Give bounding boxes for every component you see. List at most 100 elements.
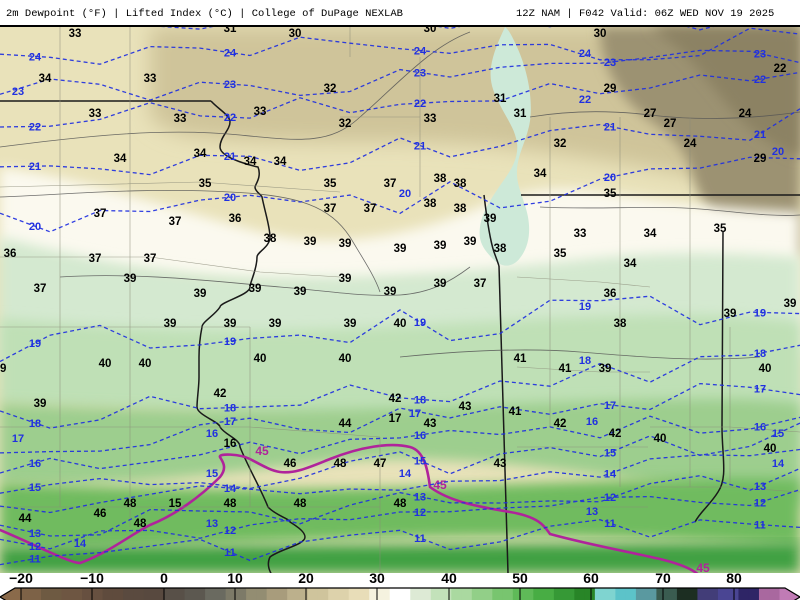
svg-text:21: 21: [224, 151, 236, 163]
svg-text:39: 39: [599, 363, 612, 375]
svg-text:18: 18: [579, 355, 591, 367]
svg-text:20: 20: [399, 188, 411, 200]
svg-text:19: 19: [224, 336, 236, 348]
svg-text:20: 20: [29, 221, 41, 233]
svg-text:39: 39: [724, 308, 737, 320]
svg-text:39: 39: [34, 398, 47, 410]
svg-text:29: 29: [754, 153, 767, 165]
svg-text:30: 30: [424, 27, 437, 35]
svg-text:48: 48: [134, 518, 147, 530]
svg-text:13: 13: [586, 506, 598, 518]
svg-text:16: 16: [29, 458, 41, 470]
svg-text:39: 39: [434, 278, 447, 290]
svg-text:38: 38: [614, 318, 627, 330]
svg-text:22: 22: [754, 74, 766, 86]
svg-text:39: 39: [269, 318, 282, 330]
svg-text:13: 13: [29, 528, 41, 540]
svg-text:24: 24: [684, 138, 697, 150]
svg-text:48: 48: [224, 498, 237, 510]
svg-text:40: 40: [394, 318, 407, 330]
svg-text:30: 30: [369, 573, 385, 586]
svg-text:35: 35: [714, 223, 727, 235]
svg-text:43: 43: [459, 401, 472, 413]
svg-text:29: 29: [604, 83, 617, 95]
svg-text:13: 13: [206, 518, 218, 530]
svg-text:38: 38: [434, 173, 447, 185]
svg-text:19: 19: [754, 307, 766, 319]
svg-text:0: 0: [160, 573, 168, 586]
svg-text:35: 35: [604, 188, 617, 200]
svg-text:20: 20: [298, 573, 314, 586]
svg-text:37: 37: [474, 278, 487, 290]
svg-text:43: 43: [424, 418, 437, 430]
svg-text:40: 40: [139, 358, 152, 370]
svg-text:24: 24: [579, 48, 592, 60]
svg-text:36: 36: [604, 288, 617, 300]
svg-text:23: 23: [224, 79, 236, 91]
svg-text:38: 38: [454, 203, 467, 215]
svg-text:23: 23: [12, 86, 24, 98]
svg-text:10: 10: [227, 573, 243, 586]
svg-text:34: 34: [114, 153, 127, 165]
svg-text:22: 22: [579, 94, 591, 106]
svg-text:22: 22: [29, 122, 41, 134]
svg-text:11: 11: [754, 520, 766, 532]
svg-text:34: 34: [624, 258, 637, 270]
svg-text:24: 24: [739, 108, 752, 120]
svg-text:39: 39: [344, 318, 357, 330]
svg-text:32: 32: [554, 138, 567, 150]
svg-text:40: 40: [99, 358, 112, 370]
svg-text:−10: −10: [80, 573, 104, 586]
svg-text:14: 14: [604, 469, 617, 481]
svg-text:45: 45: [696, 561, 710, 573]
svg-text:31: 31: [514, 108, 527, 120]
svg-text:36: 36: [4, 248, 17, 260]
svg-text:23: 23: [414, 68, 426, 80]
svg-text:21: 21: [754, 129, 766, 141]
svg-text:27: 27: [644, 108, 657, 120]
svg-text:31: 31: [224, 27, 237, 35]
svg-text:16: 16: [414, 430, 426, 442]
svg-text:33: 33: [69, 28, 82, 40]
svg-text:40: 40: [254, 353, 267, 365]
svg-text:33: 33: [174, 113, 187, 125]
svg-text:38: 38: [424, 198, 437, 210]
svg-text:44: 44: [339, 418, 352, 430]
svg-text:15: 15: [772, 428, 784, 440]
svg-text:34: 34: [244, 156, 257, 168]
svg-text:37: 37: [144, 253, 157, 265]
svg-text:15: 15: [604, 448, 616, 460]
svg-text:19: 19: [579, 301, 591, 313]
svg-text:34: 34: [534, 168, 547, 180]
svg-text:17: 17: [754, 384, 766, 396]
svg-text:37: 37: [364, 203, 377, 215]
svg-text:80: 80: [726, 573, 742, 586]
svg-text:40: 40: [441, 573, 457, 586]
svg-text:16: 16: [224, 438, 237, 450]
svg-text:12: 12: [604, 492, 616, 504]
svg-text:44: 44: [19, 513, 32, 525]
svg-text:39: 39: [194, 288, 207, 300]
svg-text:42: 42: [389, 393, 402, 405]
svg-text:32: 32: [324, 83, 337, 95]
svg-text:34: 34: [644, 228, 657, 240]
svg-text:40: 40: [654, 433, 667, 445]
svg-text:23: 23: [754, 49, 766, 61]
svg-text:24: 24: [29, 51, 42, 63]
svg-text:19: 19: [414, 317, 426, 329]
svg-text:18: 18: [29, 418, 41, 430]
svg-text:37: 37: [169, 216, 182, 228]
svg-text:48: 48: [394, 498, 407, 510]
svg-text:41: 41: [509, 406, 522, 418]
svg-text:16: 16: [754, 422, 766, 434]
svg-text:16: 16: [586, 416, 598, 428]
svg-text:11: 11: [29, 554, 41, 566]
svg-text:60: 60: [583, 573, 599, 586]
svg-text:38: 38: [494, 243, 507, 255]
svg-text:39: 39: [339, 238, 352, 250]
svg-text:34: 34: [39, 73, 52, 85]
svg-text:21: 21: [604, 122, 616, 134]
svg-text:24: 24: [224, 48, 237, 60]
svg-text:35: 35: [324, 178, 337, 190]
svg-text:24: 24: [414, 46, 427, 58]
